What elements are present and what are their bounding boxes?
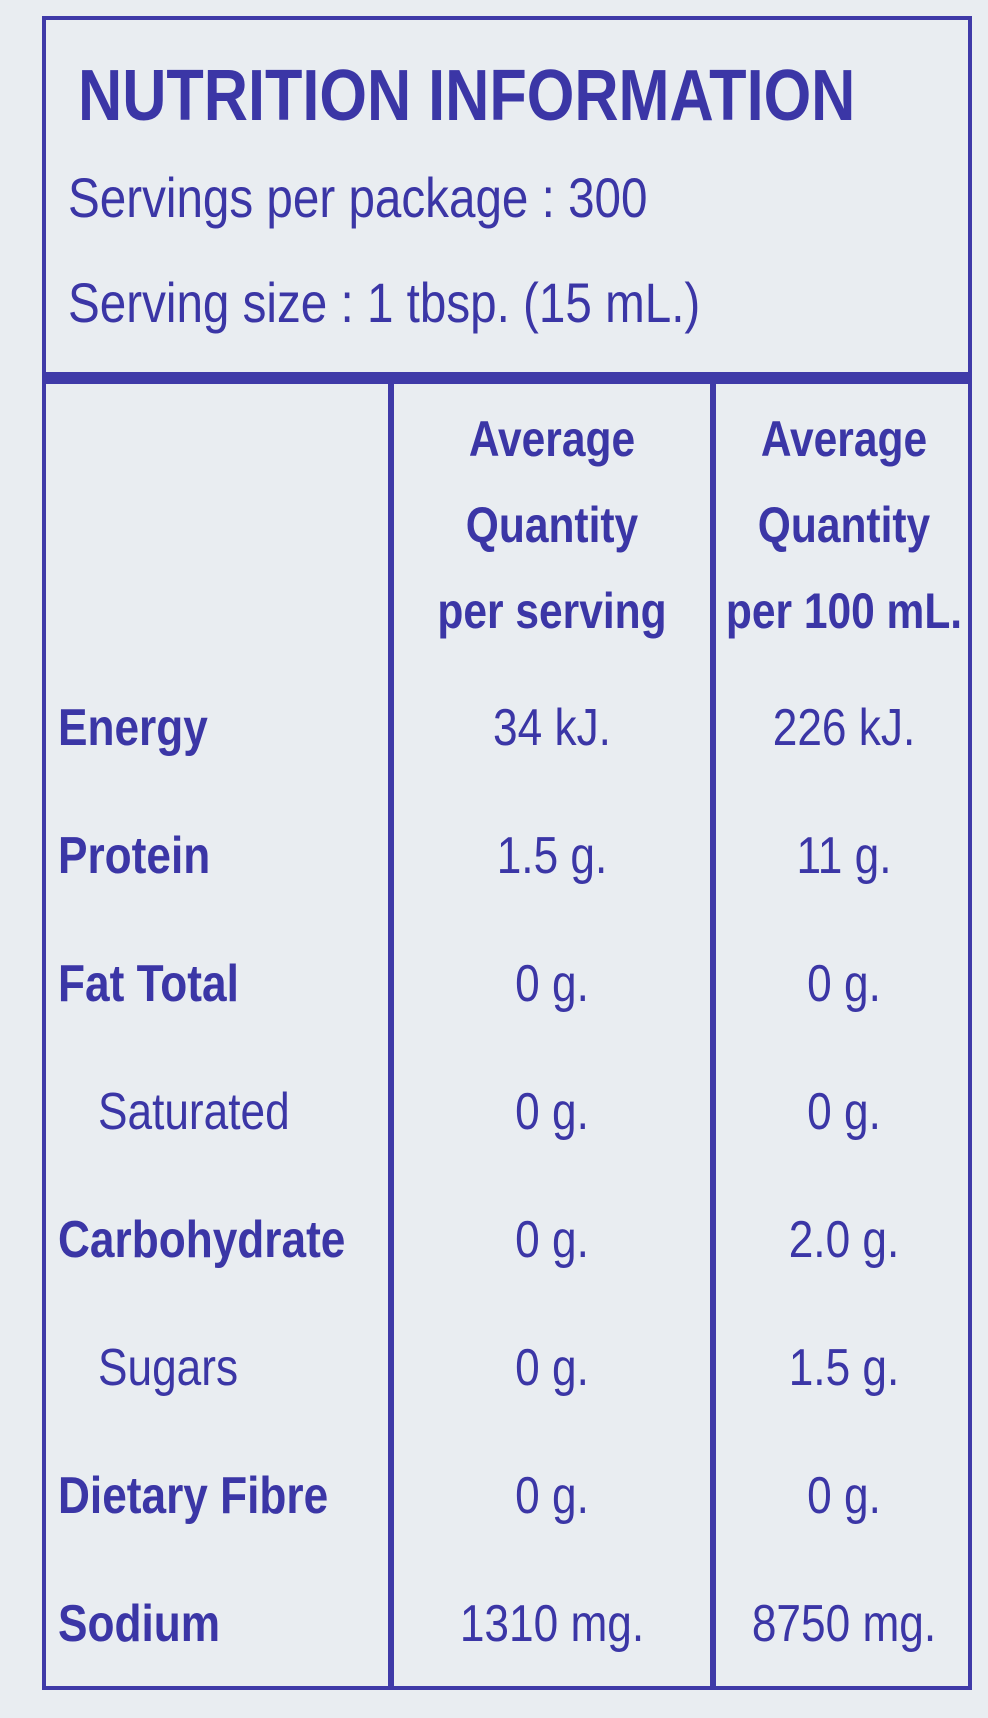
per-serving-value: 0 g. [515,1339,589,1397]
column-rule [388,378,394,1686]
column-header: Quantity [757,497,931,553]
per-serving-value: 34 kJ. [493,699,611,757]
nutrient-label: Carbohydrate [58,1211,346,1269]
per-100ml-value: 8750 mg. [751,1595,937,1653]
per-100ml-value: 0 g. [807,955,881,1013]
nutrient-label: Protein [58,827,211,885]
per-100ml-value: 0 g. [807,1467,881,1525]
title: NUTRITION INFORMATION [78,56,856,136]
per-100ml-value: 11 g. [796,827,892,885]
per-100ml-value: 0 g. [807,1083,881,1141]
per-serving-value: 0 g. [515,1083,589,1141]
nutrient-label: Fat Total [58,955,239,1013]
per-100ml-value: 226 kJ. [772,699,916,757]
per-serving-value: 1.5 g. [496,827,608,885]
nutrient-label: Sodium [58,1595,221,1653]
per-serving-value: 0 g. [515,1211,589,1269]
nutrient-label: Saturated [98,1083,290,1141]
column-header: Quantity [465,497,639,553]
column-header: Average [760,411,928,467]
nutrient-label: Dietary Fibre [58,1467,329,1525]
column-header: Average [468,411,636,467]
serving-size: Serving size : 1 tbsp. (15 mL.) [68,271,701,334]
per-serving-value: 1310 mg. [459,1595,645,1653]
header-rule [42,372,972,384]
servings: Servings per package : 300 [68,166,648,229]
per-serving-value: 0 g. [515,1467,589,1525]
column-rule [710,378,716,1686]
label-border [42,16,972,1690]
column-header: per 100 mL. [725,583,963,639]
nutrient-label: Energy [58,699,208,757]
nutrient-label: Sugars [98,1339,239,1397]
per-100ml-value: 2.0 g. [788,1211,900,1269]
column-header: per serving [437,583,667,639]
per-100ml-value: 1.5 g. [788,1339,900,1397]
per-serving-value: 0 g. [515,955,589,1013]
